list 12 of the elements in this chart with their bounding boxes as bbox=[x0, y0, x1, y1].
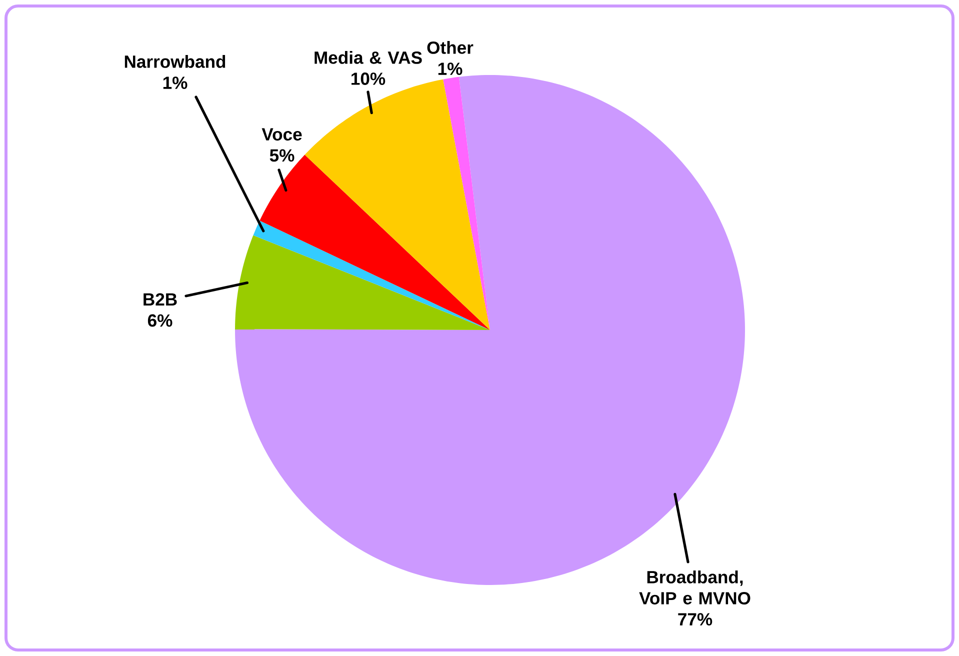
slice-label: Voce bbox=[262, 128, 302, 141]
data-label: 6% bbox=[148, 314, 172, 327]
data-label: 1% bbox=[163, 76, 188, 89]
slice-label: B2B bbox=[144, 293, 177, 306]
slice-label: Other bbox=[427, 41, 474, 54]
data-label: 10% bbox=[352, 72, 386, 85]
data-label: 1% bbox=[438, 62, 462, 75]
data-label: 77% bbox=[678, 613, 712, 626]
slice-label: Media & VAS bbox=[314, 50, 422, 64]
data-label: 5% bbox=[270, 149, 294, 162]
slice-label: Narrowband bbox=[124, 55, 226, 68]
slice-label: Broadband, VoIP e MVNO bbox=[639, 570, 750, 604]
